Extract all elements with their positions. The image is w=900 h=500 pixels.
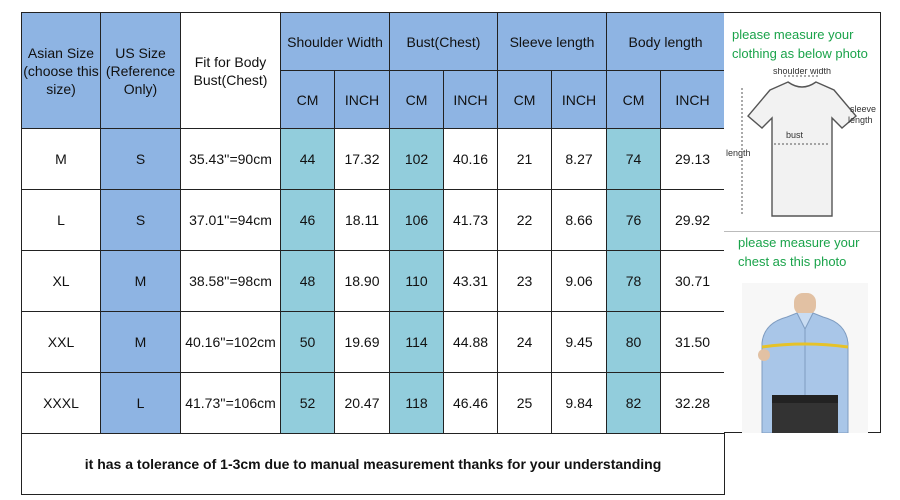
cell-body-inch: 29.92	[660, 189, 726, 251]
cell-bust-cm: 118	[389, 372, 444, 434]
subheader-inch: INCH	[660, 70, 726, 129]
cell-shoulder-cm: 48	[280, 250, 335, 312]
sleeve-label: sleeve	[850, 104, 876, 114]
cell-bust-inch: 43.31	[442, 250, 499, 312]
cell-bust-inch: 44.88	[442, 311, 499, 373]
cell-body-cm: 78	[606, 250, 662, 312]
header-body-length: Body length	[606, 12, 726, 71]
subheader-inch: INCH	[442, 70, 499, 129]
cell-fit-bust: 38.58''=98cm	[180, 250, 281, 312]
cell-fit-bust: 41.73''=106cm	[180, 372, 281, 434]
cell-us-size: M	[100, 250, 181, 312]
header-sleeve-length: Sleeve length	[497, 12, 608, 71]
cell-fit-bust: 37.01''=94cm	[180, 189, 281, 251]
subheader-inch: INCH	[334, 70, 390, 129]
cell-body-cm: 82	[606, 372, 662, 434]
cell-sleeve-cm: 22	[497, 189, 553, 251]
cell-sleeve-inch: 9.84	[551, 372, 608, 434]
cell-body-cm: 76	[606, 189, 662, 251]
table-row: XL M 38.58''=98cm 48 18.90 110 43.31 23 …	[21, 250, 726, 312]
cell-shoulder-inch: 18.11	[334, 189, 390, 251]
cell-us-size: L	[100, 372, 181, 434]
subheader-cm: CM	[497, 70, 553, 129]
subheader-cm: CM	[280, 70, 335, 129]
cell-shoulder-inch: 18.90	[334, 250, 390, 312]
garment-measure-instructions: please measure your clothing as below ph…	[732, 27, 868, 61]
cell-sleeve-inch: 8.27	[551, 128, 608, 190]
cell-bust-inch: 41.73	[442, 189, 499, 251]
cell-fit-bust: 35.43''=90cm	[180, 128, 281, 190]
cell-body-inch: 32.28	[660, 372, 726, 434]
cell-body-inch: 29.13	[660, 128, 726, 190]
cell-body-inch: 30.71	[660, 250, 726, 312]
subheader-cm: CM	[606, 70, 662, 129]
cell-asian-size: XL	[21, 250, 101, 312]
tolerance-note: it has a tolerance of 1-3cm due to manua…	[20, 433, 726, 495]
table-row: XXL M 40.16''=102cm 50 19.69 114 44.88 2…	[21, 311, 726, 373]
cell-sleeve-inch: 9.45	[551, 311, 608, 373]
sleeve-length-label: length	[848, 115, 873, 125]
cell-body-cm: 74	[606, 128, 662, 190]
cell-asian-size: L	[21, 189, 101, 251]
size-table: Asian Size (choose this size) US Size (R…	[20, 12, 726, 495]
header-asian-size: Asian Size (choose this size)	[21, 12, 101, 129]
cell-us-size: M	[100, 311, 181, 373]
header-fit-bust: Fit for Body Bust(Chest)	[180, 12, 281, 129]
cell-shoulder-cm: 52	[280, 372, 335, 434]
cell-bust-cm: 102	[389, 128, 444, 190]
cell-bust-inch: 40.16	[442, 128, 499, 190]
cell-bust-cm: 114	[389, 311, 444, 373]
table-row: M S 35.43''=90cm 44 17.32 102 40.16 21 8…	[21, 128, 726, 190]
table-row: L S 37.01''=94cm 46 18.11 106 41.73 22 8…	[21, 189, 726, 251]
cell-body-inch: 31.50	[660, 311, 726, 373]
tshirt-diagram-icon: shoulder width bust sleeve length length	[726, 68, 876, 217]
cell-bust-inch: 46.46	[442, 372, 499, 434]
cell-sleeve-inch: 9.06	[551, 250, 608, 312]
cell-shoulder-inch: 17.32	[334, 128, 390, 190]
cell-us-size: S	[100, 189, 181, 251]
cell-shoulder-cm: 44	[280, 128, 335, 190]
cell-sleeve-cm: 21	[497, 128, 553, 190]
cell-sleeve-cm: 24	[497, 311, 553, 373]
cell-bust-cm: 106	[389, 189, 444, 251]
bust-label: bust	[786, 130, 804, 140]
header-bust: Bust(Chest)	[388, 12, 499, 71]
panel-divider	[724, 231, 880, 232]
cell-bust-cm: 110	[389, 250, 444, 312]
cell-shoulder-cm: 46	[280, 189, 335, 251]
subheader-inch: INCH	[551, 70, 608, 129]
cell-shoulder-cm: 50	[280, 311, 335, 373]
subheader-cm: CM	[389, 70, 444, 129]
length-label: length	[726, 148, 751, 158]
cell-sleeve-cm: 23	[497, 250, 553, 312]
chest-measure-instructions: please measure your chest as this photo	[738, 235, 860, 269]
cell-asian-size: M	[21, 128, 101, 190]
size-chart: Asian Size (choose this size) US Size (R…	[20, 12, 881, 495]
cell-us-size: S	[100, 128, 181, 190]
cell-shoulder-inch: 19.69	[334, 311, 390, 373]
header-us-size: US Size (Reference Only)	[100, 12, 181, 129]
cell-sleeve-cm: 25	[497, 372, 553, 434]
measurement-guide-panel: please measure your clothing as below ph…	[724, 12, 881, 433]
cell-shoulder-inch: 20.47	[334, 372, 390, 434]
cell-asian-size: XXL	[21, 311, 101, 373]
header-shoulder-width: Shoulder Width	[280, 12, 390, 71]
cell-sleeve-inch: 8.66	[551, 189, 608, 251]
table-row: XXXL L 41.73''=106cm 52 20.47 118 46.46 …	[21, 372, 726, 434]
cell-body-cm: 80	[606, 311, 662, 373]
tshirt-shape	[747, 81, 857, 217]
cell-fit-bust: 40.16''=102cm	[180, 311, 281, 373]
cell-asian-size: XXXL	[21, 372, 101, 434]
shoulder-width-label: shoulder width	[773, 68, 831, 76]
chest-measuring-photo-icon	[742, 283, 868, 433]
